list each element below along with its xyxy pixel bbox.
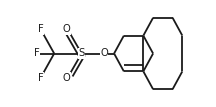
Text: F: F	[34, 48, 39, 59]
Text: F: F	[38, 73, 43, 83]
Text: F: F	[38, 24, 43, 34]
Text: O: O	[62, 24, 70, 34]
Text: O: O	[62, 73, 70, 83]
Text: O: O	[100, 48, 108, 59]
Text: S: S	[78, 48, 85, 59]
